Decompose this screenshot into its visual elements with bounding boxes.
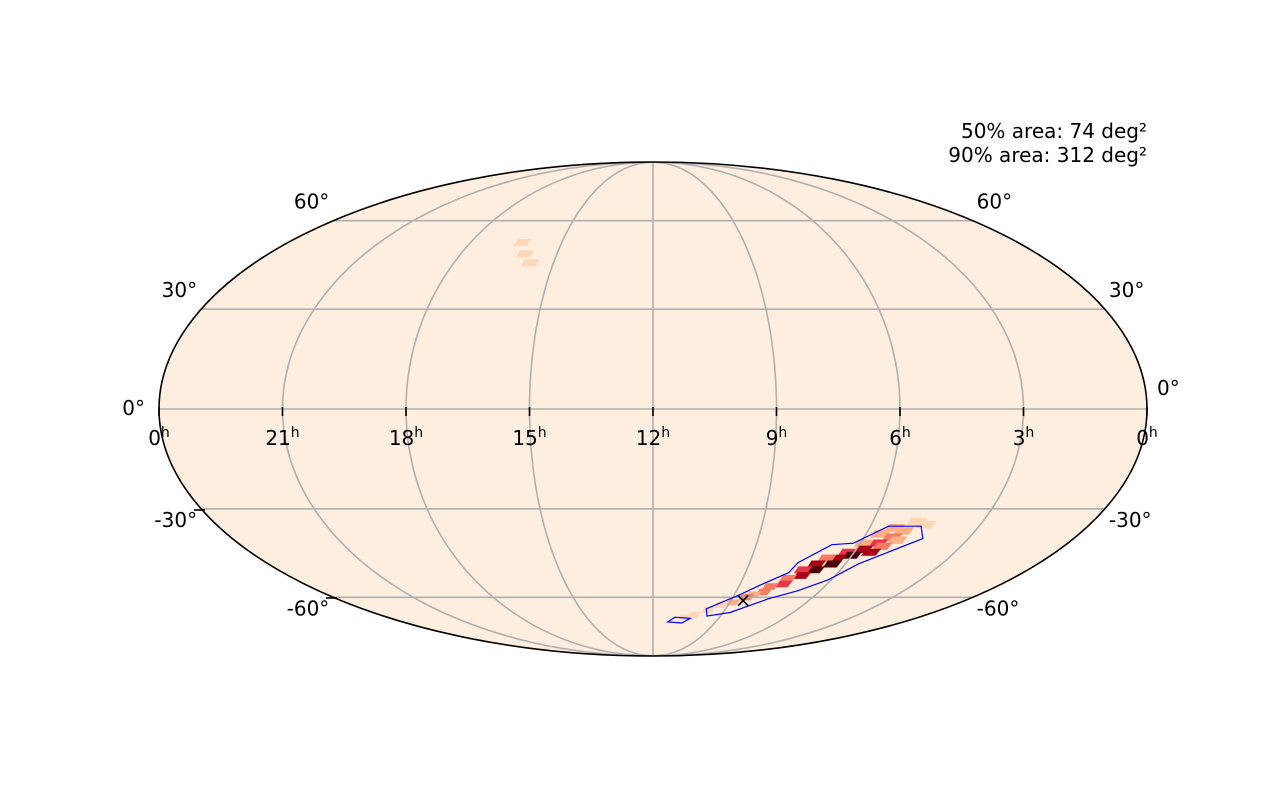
dec-tick-label-right: 0° bbox=[1157, 376, 1180, 400]
dec-tick-label-left: -30° bbox=[154, 508, 197, 532]
ra-tick-label: 0h bbox=[1136, 425, 1158, 450]
axis-ticks bbox=[158, 407, 1148, 599]
credible-region-contours bbox=[665, 525, 924, 624]
heatmap-cell bbox=[872, 542, 893, 550]
dec-tick-label-left: 60° bbox=[294, 190, 329, 214]
area-90-annotation: 90% area: 312 deg² bbox=[948, 143, 1147, 167]
dec-tick-label-left: 0° bbox=[122, 396, 145, 420]
heatmap-cell bbox=[792, 572, 812, 579]
dec-tick-label-right: -30° bbox=[1109, 508, 1152, 532]
dec-tick-label-right: 30° bbox=[1109, 278, 1144, 302]
contour-90-island bbox=[665, 616, 693, 624]
heatmap-cell bbox=[893, 527, 914, 535]
heatmap-cell bbox=[515, 250, 534, 258]
heatmap-cell bbox=[779, 575, 797, 582]
heatmap-cell bbox=[775, 580, 793, 588]
heatmap-cell bbox=[807, 560, 826, 568]
contour-90-main bbox=[705, 525, 924, 617]
heatmap-cell bbox=[822, 560, 843, 568]
heatmap-cell bbox=[521, 259, 540, 267]
heatmap-cell bbox=[860, 548, 882, 556]
heatmap-cell bbox=[761, 583, 779, 590]
heatmap-cell bbox=[687, 612, 701, 618]
graticule bbox=[159, 162, 1147, 656]
dec-tick-label-left: 30° bbox=[162, 278, 197, 302]
heatmap-cell bbox=[886, 536, 908, 544]
area-50-annotation: 50% area: 74 deg² bbox=[961, 119, 1147, 143]
dec-tick-label-right: 60° bbox=[977, 190, 1012, 214]
heatmap-cell bbox=[793, 566, 813, 574]
heatmap-cell bbox=[701, 607, 715, 613]
heatmap-cell bbox=[513, 239, 532, 246]
heatmap-cell bbox=[713, 602, 728, 608]
marker: × bbox=[735, 588, 752, 612]
dec-tick-label-right: -60° bbox=[977, 596, 1020, 620]
dec-tick-label-left: -60° bbox=[287, 596, 330, 620]
source-marker: × bbox=[735, 588, 752, 612]
heatmap-cell bbox=[817, 554, 837, 562]
